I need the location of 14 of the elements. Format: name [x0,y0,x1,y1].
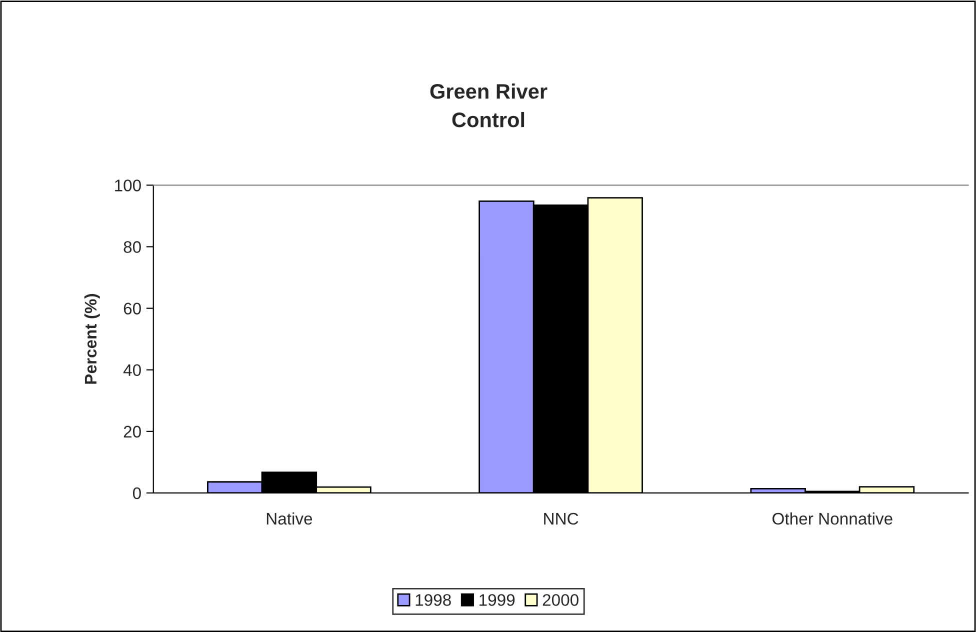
x-tick-label: Other Nonnative [772,512,892,525]
y-axis-title: Percent (%) [84,294,100,384]
legend-label: 1998 [416,594,451,606]
y-tick-label: 100 [115,180,141,192]
x-tick-label: Native [266,512,312,525]
y-tick-label: 20 [124,426,141,438]
x-tick-label: NNC [544,512,578,525]
y-tick-label: 60 [124,302,141,314]
y-tick-label: 80 [124,241,141,253]
legend-label: 2000 [542,594,578,606]
y-tick-label: 0 [132,487,141,500]
y-tick-label: 40 [123,364,141,376]
chart-title: Green River Control [430,83,548,128]
legend-label: 1999 [480,594,515,606]
